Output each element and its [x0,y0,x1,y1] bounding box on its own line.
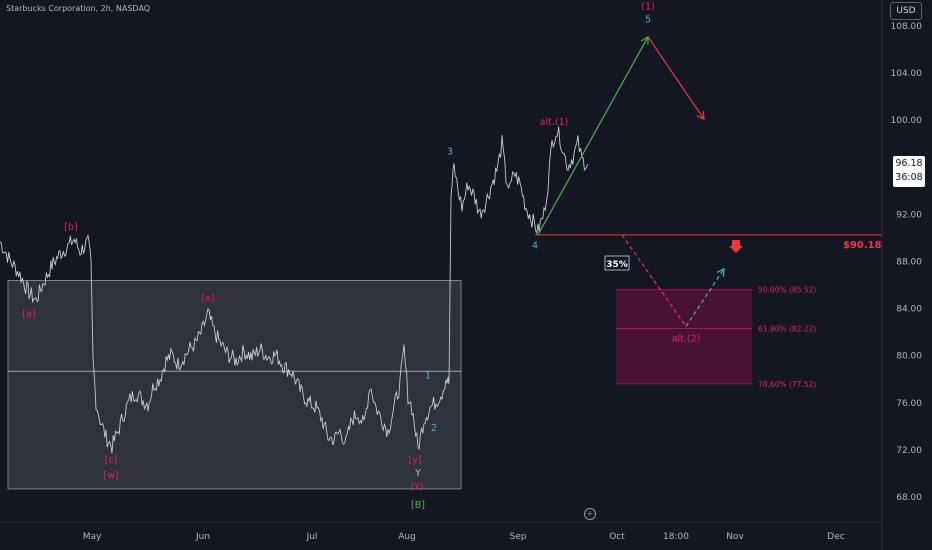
wave-label: [B] [411,500,425,511]
time-tick-label: Nov [726,532,744,542]
wave-label: alt.(1) [540,117,569,128]
price-line [0,126,589,454]
time-tick-label: Dec [827,532,844,542]
probability-badge: 35% [604,255,630,271]
range-box [7,280,462,490]
price-tick-label: 68.00 [896,493,922,503]
chart-title: Starbucks Corporation, 2h, NASDAQ [6,4,151,13]
wave-label: 2 [431,423,437,434]
price-tick-label: 84.00 [896,305,922,315]
currency-button[interactable]: USD [890,2,922,20]
price-series [0,126,589,454]
price-tick-label: 108.00 [891,22,923,32]
correction-projection-down-head [696,111,705,121]
alt-projection-up [685,268,725,327]
fib-zone-rect [616,289,752,384]
price-tick-label: 80.00 [896,352,922,362]
price-tick-label: 92.00 [896,210,922,220]
time-tick-label: May [83,532,102,542]
fib-level-label: 61.80% (82.22) [758,325,816,334]
probability-label: 35% [606,260,628,270]
time-tick-label: Jul [306,532,318,542]
time-tick-label: Jun [195,532,210,542]
alt-projection-up-head [716,267,725,277]
time-tick-label: 18:00 [663,532,689,542]
fib-level-label: 78.60% (77.52) [758,380,816,389]
down-arrow-icon [729,240,743,253]
wave-labels: [b] [a] [c] [w] [x] [y] Y (Y) [B] 1 2 3 4 5 (1) alt.(1)… [22,2,700,511]
resistance-level: $90.18 [535,234,882,253]
wave-label: [b] [64,222,77,233]
wave-label: [x] [201,294,214,305]
price-tick-label: 104.00 [891,69,923,79]
fib-level-label: 50.00% (85.52) [758,286,816,295]
last-price-value: 96.18 [895,158,923,169]
wave-label: [c] [105,455,118,466]
alt-projection-down [621,234,687,327]
wave-projections: 35% [537,35,725,327]
price-tick-label: 72.00 [896,446,922,456]
wave-label: (1) [641,2,654,13]
probability-box [604,255,630,271]
time-tick-label: Oct [609,532,625,542]
price-tick-label: 76.00 [896,399,922,409]
wave-label: Y [414,468,421,479]
wave-label: alt.(2) [672,334,701,345]
scroll-to-realtime-button[interactable]: + [584,508,596,520]
price-tick-label: 88.00 [896,258,922,268]
last-price-badge: 96.18 36:08 [893,156,925,187]
wave-label: 3 [447,147,453,158]
time-tick-label: Aug [398,532,416,542]
time-tick-label: Sep [510,532,527,542]
wave-label: [w] [103,470,118,481]
time-axis[interactable]: May Jun Jul Aug Sep Oct 18:00 Nov Dec [83,532,845,542]
impulse-projection-up [537,36,649,236]
wave-label: 1 [425,370,431,381]
wave-label: 4 [532,241,538,252]
fib-retracement-zone: 50.00% (85.52) 61.80% (82.22) 78.60% (77.5… [616,286,816,389]
wave-label: 5 [645,15,651,26]
resistance-label: $90.18 [843,240,882,251]
wave-label: [y] [408,455,421,466]
range-rect [7,280,462,490]
wave-label: [a] [22,309,35,320]
wave-label: (Y) [410,482,423,493]
correction-projection-down [647,36,705,120]
bar-countdown: 36:08 [895,172,923,183]
price-tick-label: 100.00 [891,116,923,126]
